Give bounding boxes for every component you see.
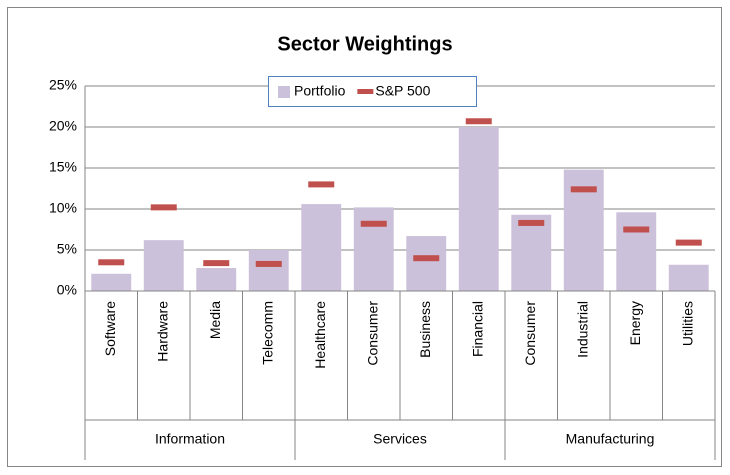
group-label: Manufacturing bbox=[566, 431, 655, 447]
y-tick-label: 0% bbox=[57, 282, 77, 298]
chart-title: Sector Weightings bbox=[277, 33, 452, 55]
legend-swatch bbox=[357, 89, 374, 94]
marker bbox=[675, 239, 702, 246]
x-tick-label: Industrial bbox=[574, 301, 590, 358]
x-tick-label: Healthcare bbox=[312, 301, 328, 369]
group-label: Services bbox=[373, 431, 427, 447]
marker bbox=[255, 260, 282, 267]
legend-label: S&P 500 bbox=[375, 83, 430, 99]
marker bbox=[150, 204, 177, 211]
x-tick-label: Software bbox=[102, 301, 118, 356]
group-label: Information bbox=[155, 431, 225, 447]
marker bbox=[360, 220, 387, 227]
legend-label: Portfolio bbox=[294, 83, 346, 99]
x-tick-label: Energy bbox=[627, 301, 643, 345]
marker bbox=[465, 118, 492, 125]
marker bbox=[98, 259, 125, 266]
y-tick-label: 5% bbox=[57, 241, 77, 257]
bar bbox=[668, 264, 709, 291]
x-tick-label: Utilities bbox=[679, 301, 695, 346]
legend-swatch bbox=[278, 86, 290, 98]
y-tick-label: 25% bbox=[49, 77, 77, 93]
marker bbox=[203, 260, 230, 267]
bar bbox=[616, 212, 657, 291]
marker bbox=[308, 181, 335, 188]
y-tick-label: 15% bbox=[49, 159, 77, 175]
x-tick-label: Consumer bbox=[364, 301, 380, 366]
bar bbox=[196, 268, 237, 291]
bar bbox=[458, 127, 499, 291]
marker bbox=[623, 226, 650, 233]
x-tick-label: Consumer bbox=[522, 301, 538, 366]
marker bbox=[413, 255, 440, 262]
bar bbox=[248, 250, 289, 291]
marker bbox=[570, 186, 597, 193]
y-tick-label: 10% bbox=[49, 200, 77, 216]
x-tick-label: Media bbox=[207, 301, 223, 339]
bar bbox=[143, 240, 184, 291]
marker bbox=[518, 219, 545, 226]
bar bbox=[406, 236, 447, 291]
bar bbox=[511, 214, 552, 291]
x-tick-label: Financial bbox=[469, 301, 485, 357]
bar bbox=[301, 204, 342, 291]
bar bbox=[91, 273, 132, 291]
x-tick-label: Business bbox=[417, 301, 433, 358]
y-tick-label: 20% bbox=[49, 118, 77, 134]
x-tick-label: Hardware bbox=[154, 301, 170, 362]
bar bbox=[353, 207, 394, 291]
x-tick-label: Telecomm bbox=[259, 301, 275, 365]
